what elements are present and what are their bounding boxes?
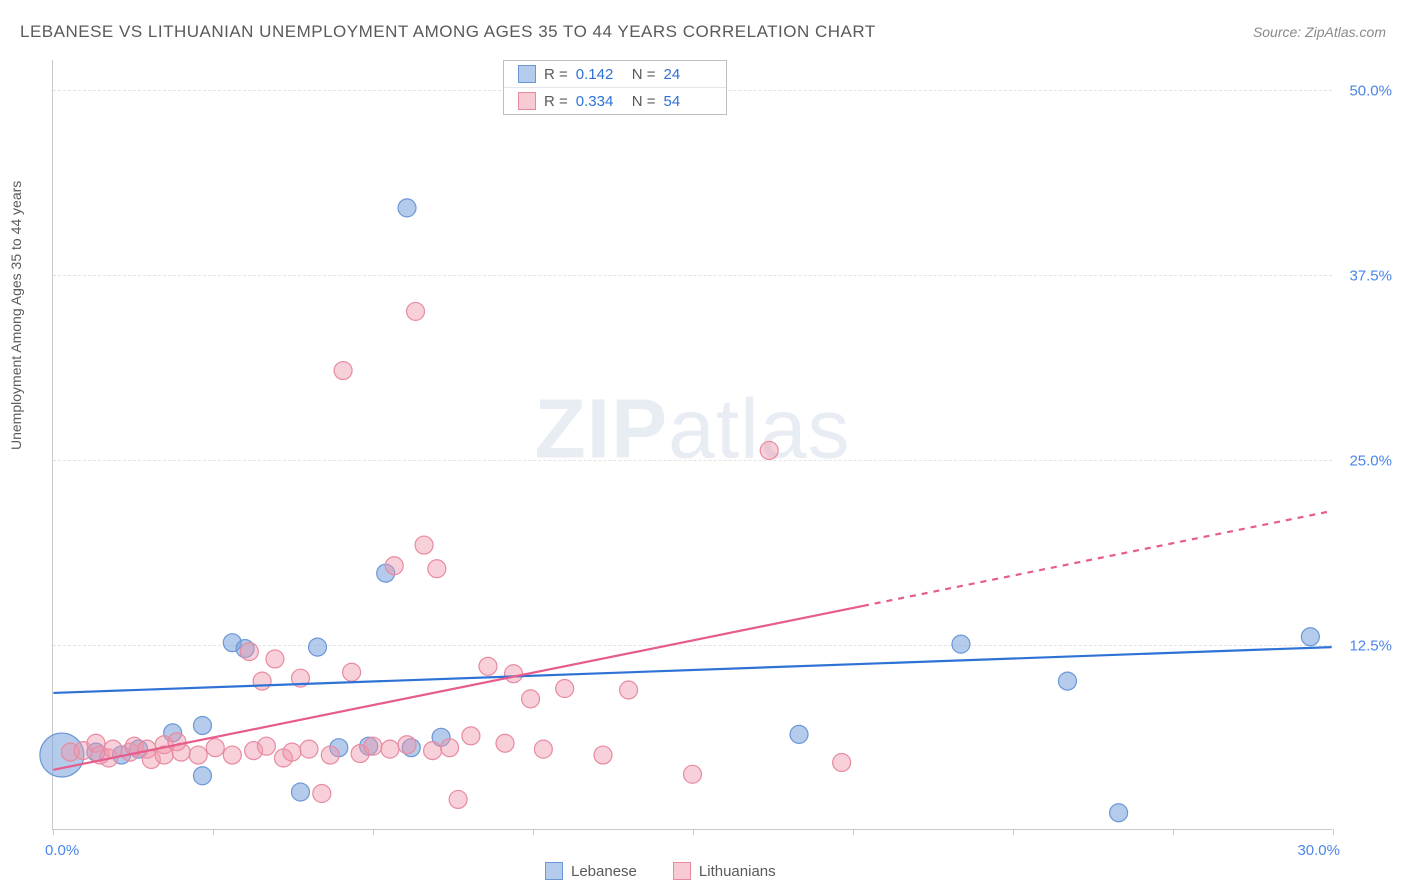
source-attribution: Source: ZipAtlas.com xyxy=(1253,24,1386,40)
scatter-point xyxy=(364,737,382,755)
scatter-point xyxy=(428,560,446,578)
scatter-point xyxy=(257,737,275,755)
n-value: 54 xyxy=(664,93,712,110)
x-tick xyxy=(853,829,854,835)
r-label: R = xyxy=(544,93,568,110)
scatter-point xyxy=(760,441,778,459)
x-tick xyxy=(213,829,214,835)
scatter-point xyxy=(952,635,970,653)
scatter-point xyxy=(1110,804,1128,822)
scatter-point xyxy=(462,727,480,745)
scatter-point xyxy=(398,199,416,217)
n-label: N = xyxy=(632,66,656,83)
y-tick-label: 50.0% xyxy=(1349,82,1392,99)
y-axis-label: Unemployment Among Ages 35 to 44 years xyxy=(8,181,24,450)
scatter-point xyxy=(534,740,552,758)
scatter-point xyxy=(283,743,301,761)
x-tick xyxy=(533,829,534,835)
chart-title: LEBANESE VS LITHUANIAN UNEMPLOYMENT AMON… xyxy=(20,22,876,42)
scatter-point xyxy=(415,536,433,554)
x-tick xyxy=(53,829,54,835)
x-tick xyxy=(693,829,694,835)
series-legend: Lebanese Lithuanians xyxy=(545,862,776,880)
scatter-point xyxy=(684,765,702,783)
scatter-point xyxy=(620,681,638,699)
scatter-point xyxy=(381,740,399,758)
x-tick xyxy=(1333,829,1334,835)
scatter-point xyxy=(193,767,211,785)
scatter-point xyxy=(449,790,467,808)
scatter-point xyxy=(206,739,224,757)
scatter-point xyxy=(398,736,416,754)
legend-item-lithuanians: Lithuanians xyxy=(673,862,776,880)
swatch-blue-icon xyxy=(518,65,536,83)
scatter-point xyxy=(833,753,851,771)
scatter-point xyxy=(479,657,497,675)
scatter-point xyxy=(1301,628,1319,646)
scatter-point xyxy=(496,734,514,752)
trend-line-dashed xyxy=(863,511,1332,606)
scatter-point xyxy=(343,663,361,681)
scatter-point xyxy=(385,557,403,575)
scatter-point xyxy=(321,746,339,764)
scatter-point xyxy=(407,302,425,320)
scatter-point xyxy=(522,690,540,708)
swatch-pink-icon xyxy=(673,862,691,880)
scatter-point xyxy=(309,638,327,656)
x-tick xyxy=(373,829,374,835)
swatch-blue-icon xyxy=(545,862,563,880)
plot-area: ZIPatlas R = 0.142 N = 24 R = 0.334 N = … xyxy=(52,60,1332,830)
scatter-point xyxy=(291,783,309,801)
n-value: 24 xyxy=(664,66,712,83)
scatter-point xyxy=(594,746,612,764)
scatter-point xyxy=(313,785,331,803)
n-label: N = xyxy=(632,93,656,110)
legend-item-lebanese: Lebanese xyxy=(545,862,637,880)
r-label: R = xyxy=(544,66,568,83)
x-tick xyxy=(1013,829,1014,835)
legend-row-lithuanians: R = 0.334 N = 54 xyxy=(504,88,726,114)
correlation-legend: R = 0.142 N = 24 R = 0.334 N = 54 xyxy=(503,60,727,115)
x-axis-min-label: 0.0% xyxy=(45,842,79,859)
scatter-point xyxy=(334,362,352,380)
y-tick-label: 25.0% xyxy=(1349,452,1392,469)
scatter-point xyxy=(790,725,808,743)
y-tick-label: 12.5% xyxy=(1349,637,1392,654)
scatter-point xyxy=(300,740,318,758)
legend-row-lebanese: R = 0.142 N = 24 xyxy=(504,61,726,88)
x-axis-max-label: 30.0% xyxy=(1297,842,1340,859)
scatter-point xyxy=(424,742,442,760)
x-tick xyxy=(1173,829,1174,835)
scatter-point xyxy=(223,746,241,764)
scatter-point xyxy=(441,739,459,757)
y-tick-label: 37.5% xyxy=(1349,267,1392,284)
scatter-point xyxy=(193,716,211,734)
scatter-point xyxy=(253,672,271,690)
r-value: 0.142 xyxy=(576,66,624,83)
scatter-point xyxy=(189,746,207,764)
legend-label: Lithuanians xyxy=(699,863,776,880)
legend-label: Lebanese xyxy=(571,863,637,880)
r-value: 0.334 xyxy=(576,93,624,110)
title-bar: LEBANESE VS LITHUANIAN UNEMPLOYMENT AMON… xyxy=(20,22,1386,42)
scatter-point xyxy=(240,643,258,661)
scatter-point xyxy=(556,680,574,698)
scatter-svg xyxy=(53,60,1332,829)
scatter-point xyxy=(1058,672,1076,690)
scatter-point xyxy=(505,665,523,683)
scatter-point xyxy=(266,650,284,668)
swatch-pink-icon xyxy=(518,92,536,110)
